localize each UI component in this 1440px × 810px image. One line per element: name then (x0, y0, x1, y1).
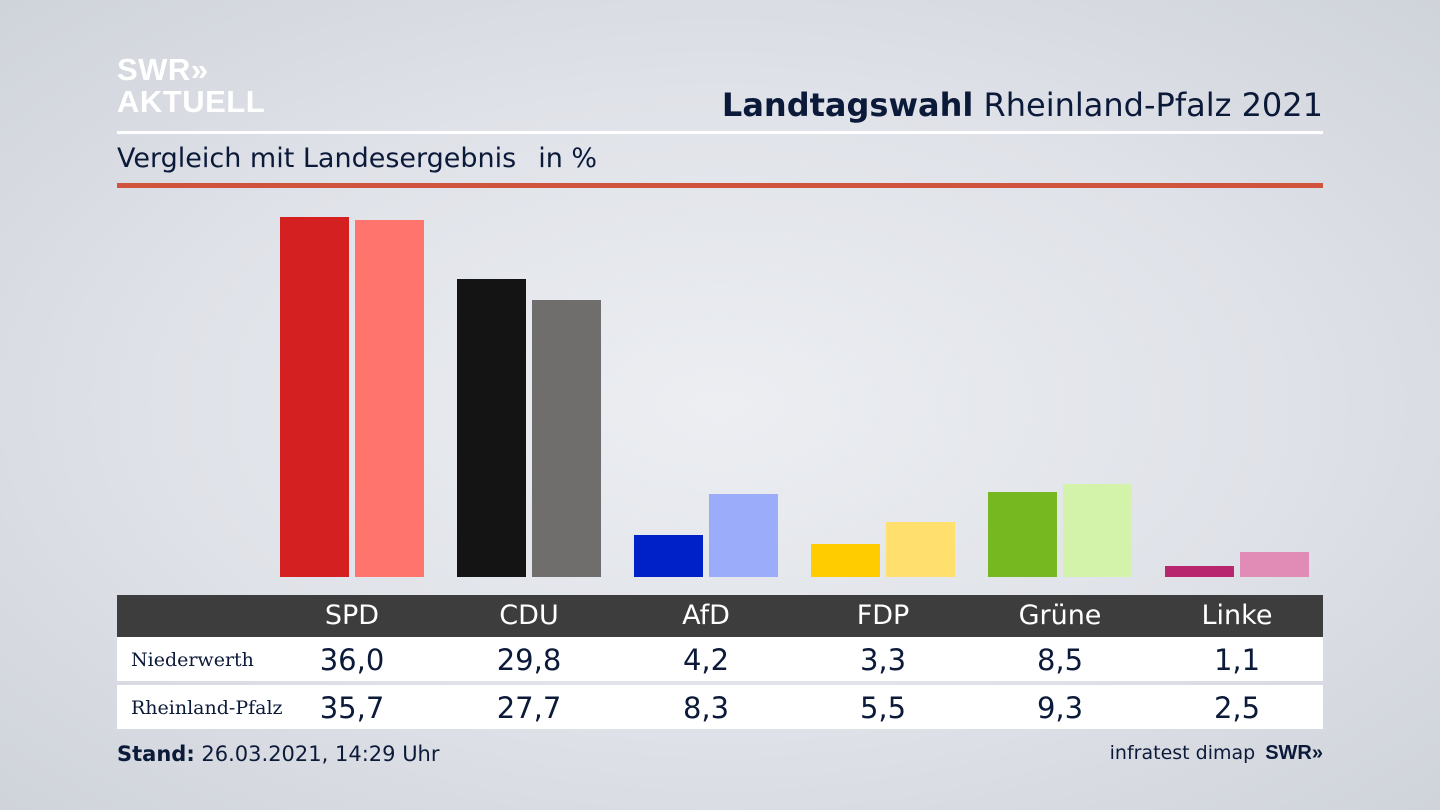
table-cell-value: 35,7 (319, 691, 385, 725)
table-row-rheinland-pfalz: Rheinland-Pfalz 35,7 27,7 8,3 5,5 9,3 2,5 (117, 685, 1323, 729)
column-header-cdu: CDU (499, 600, 559, 631)
title-rest: Rheinland-Pfalz 2021 (983, 86, 1323, 124)
table-cell-value: 27,7 (496, 691, 562, 725)
column-header-afd: AfD (682, 600, 730, 631)
bar-linke-rheinland-pfalz (1240, 552, 1309, 577)
row-label: Rheinland-Pfalz (131, 697, 283, 719)
column-header-fdp: FDP (856, 600, 910, 631)
table-cell-value: 8,3 (682, 691, 730, 725)
bar-spd-niederwerth (280, 217, 349, 577)
bar-fdp-niederwerth (811, 544, 880, 577)
bar-spd-rheinland-pfalz (355, 220, 424, 577)
logo-line-1: SWR» (117, 52, 209, 87)
table-row-niederwerth: Niederwerth 36,0 29,8 4,2 3,3 8,5 1,1 (117, 637, 1323, 681)
bar-linke-niederwerth (1165, 566, 1234, 577)
chart-subtitle: Vergleich mit Landesergebnis in % (117, 143, 597, 174)
header-divider (117, 131, 1323, 134)
bar-grne-rheinland-pfalz (1063, 484, 1132, 577)
subtitle-unit: in % (538, 143, 598, 174)
subtitle-divider (117, 183, 1323, 188)
bar-cdu-rheinland-pfalz (532, 300, 601, 577)
title-bold: Landtagswahl (721, 86, 974, 124)
table-cell-value: 9,3 (1036, 691, 1084, 725)
table-cell-value: 1,1 (1213, 643, 1261, 677)
column-header-linke: Linke (1201, 600, 1273, 631)
column-header-grne: Grüne (1018, 600, 1102, 631)
source-credit: infratest dimap SWR» (1110, 742, 1323, 765)
table-cell-value: 5,5 (859, 691, 907, 725)
bar-chart (280, 217, 1309, 577)
stand-label: Stand: (117, 742, 195, 766)
timestamp: Stand: 26.03.2021, 14:29 Uhr (117, 742, 440, 766)
bar-afd-rheinland-pfalz (709, 494, 778, 577)
table-header: SPD CDU AfD FDP Grüne Linke (117, 595, 1323, 637)
table-cell-value: 4,2 (682, 643, 730, 677)
table-cell-value: 8,5 (1036, 643, 1084, 677)
bar-grne-niederwerth (988, 492, 1057, 577)
bar-cdu-niederwerth (457, 279, 526, 577)
bar-fdp-rheinland-pfalz (886, 522, 955, 577)
table-cell-value: 2,5 (1213, 691, 1261, 725)
page-title: Landtagswahl Rheinland-Pfalz 2021 (722, 86, 1323, 124)
swr-brand-logo: SWR» (1265, 742, 1323, 764)
column-header-spd: SPD (324, 600, 380, 631)
bar-afd-niederwerth (634, 535, 703, 577)
row-label: Niederwerth (131, 649, 254, 671)
stand-value: 26.03.2021, 14:29 Uhr (201, 742, 440, 766)
table-cell-value: 36,0 (319, 643, 385, 677)
logo-line-2: AKTUELL (117, 84, 266, 119)
source-text: infratest dimap (1109, 742, 1256, 764)
subtitle-text: Vergleich mit Landesergebnis (117, 143, 517, 174)
table-cell-value: 3,3 (859, 643, 907, 677)
results-table: SPD CDU AfD FDP Grüne Linke Niederwerth 36,0 2… (117, 595, 1323, 729)
table-cell-value: 29,8 (496, 643, 562, 677)
swr-aktuell-logo: SWR» AKTUELL (117, 54, 265, 118)
